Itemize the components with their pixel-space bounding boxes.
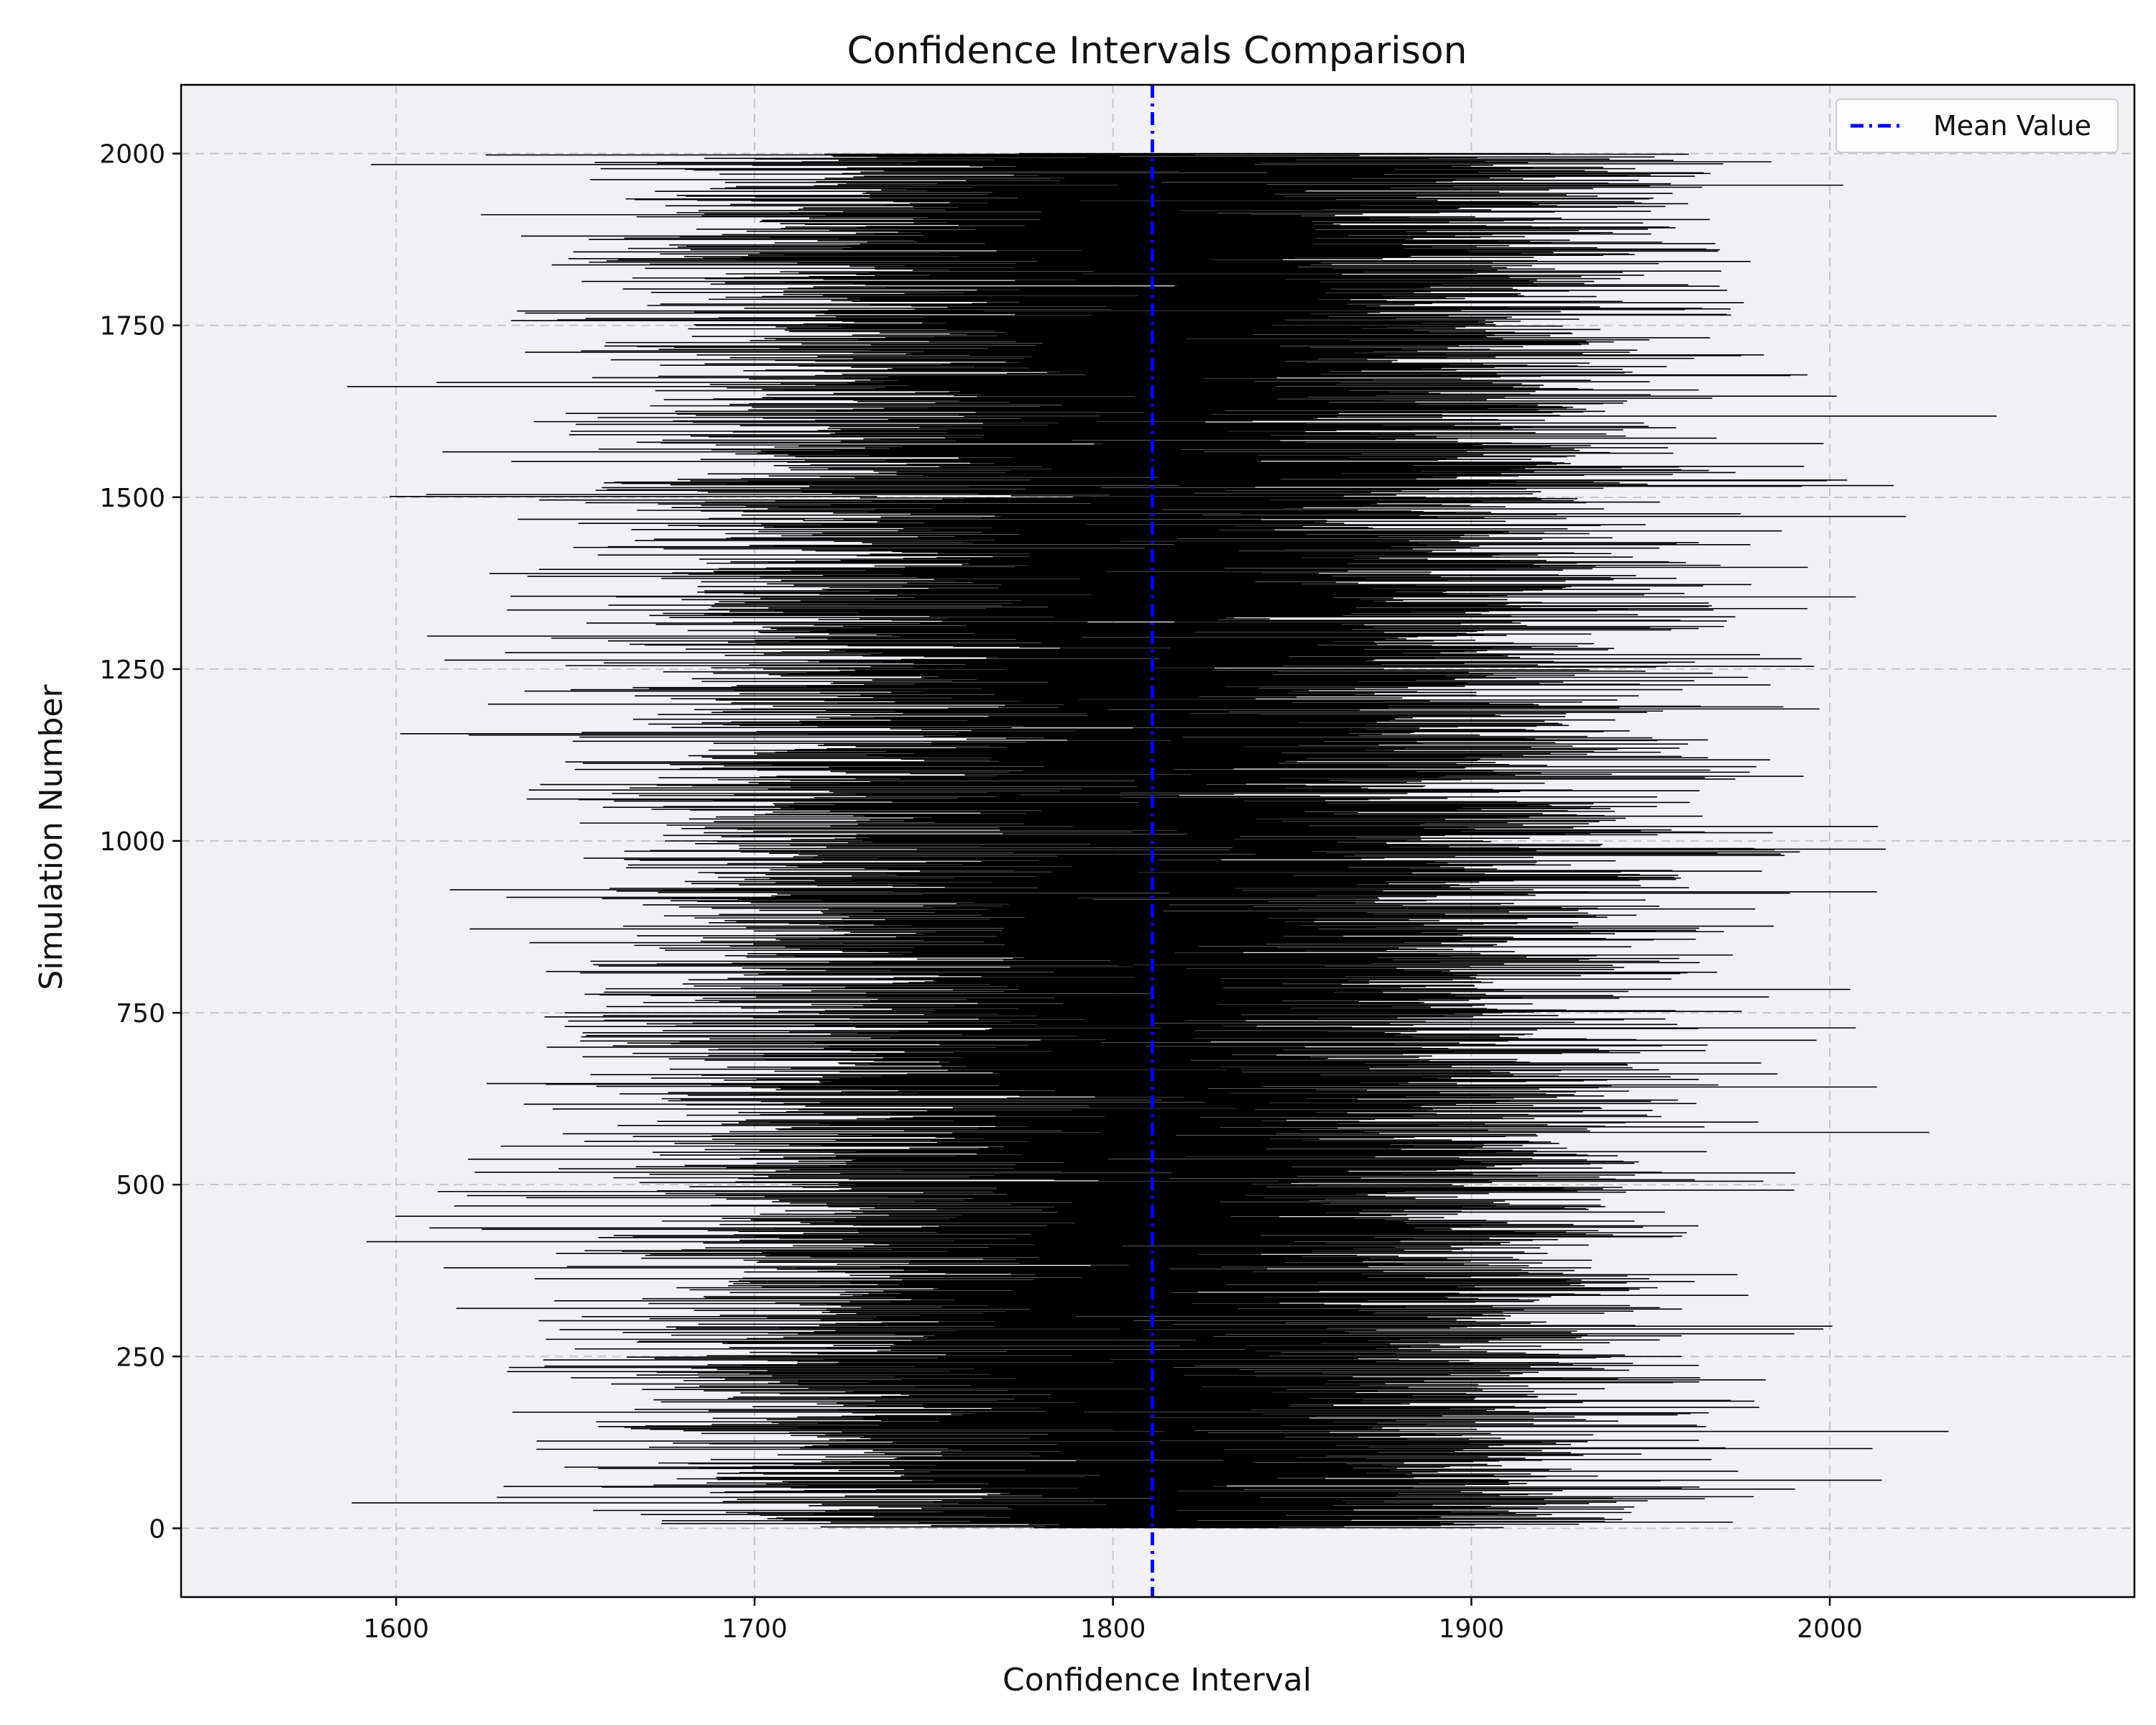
legend: Mean Value — [1835, 98, 2119, 153]
legend-box — [1835, 98, 2119, 153]
x-tick-label: 1700 — [722, 1614, 788, 1644]
interval-lines — [347, 152, 1997, 1529]
y-axis-ticks: 0 250 500 750 1000 1250 1500 1750 2000 — [99, 140, 181, 1544]
y-axis-label: Simulation Number — [33, 684, 70, 990]
y-tick-label: 2000 — [99, 140, 165, 170]
y-tick-label: 1000 — [99, 827, 165, 857]
y-tick-label: 1250 — [99, 656, 165, 685]
chart-title: Confidence Intervals Comparison — [847, 29, 1467, 73]
y-tick-label: 1500 — [99, 484, 165, 513]
legend-label-mean-value: Mean Value — [1933, 110, 2091, 142]
x-tick-label: 1900 — [1439, 1614, 1505, 1644]
x-tick-label: 1600 — [363, 1614, 429, 1644]
x-tick-label: 2000 — [1797, 1614, 1863, 1644]
y-tick-label: 0 — [149, 1514, 165, 1544]
y-tick-label: 500 — [116, 1171, 165, 1200]
y-tick-label: 1750 — [99, 312, 165, 341]
x-axis-label: Confidence Interval — [1003, 1662, 1312, 1698]
x-axis-ticks: 1600 1700 1800 1900 2000 — [363, 1597, 1863, 1644]
x-tick-label: 1800 — [1080, 1614, 1146, 1644]
y-tick-label: 250 — [116, 1343, 165, 1372]
y-tick-label: 750 — [116, 999, 165, 1029]
